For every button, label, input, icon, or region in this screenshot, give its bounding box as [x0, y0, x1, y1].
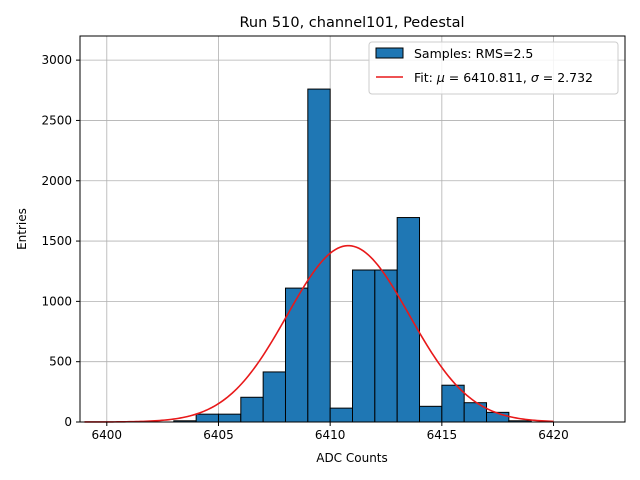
x-axis-label: ADC Counts: [316, 451, 388, 465]
axes-frame: [79, 35, 626, 423]
histogram-bar: [463, 402, 488, 423]
histogram-bar: [374, 269, 398, 423]
y-axis-label: Entries: [15, 208, 29, 250]
histogram-bar: [195, 413, 219, 423]
y-tick-label: 1000: [41, 294, 72, 308]
x-axis-ticks: 6400 6405 6410 6415 6420: [92, 422, 569, 442]
legend-histogram-swatch: [375, 47, 404, 59]
x-tick-label: 6420: [538, 428, 569, 442]
y-tick-label: 2500: [41, 113, 72, 127]
x-tick-label: 6410: [315, 428, 346, 442]
y-tick-label: 500: [49, 355, 72, 369]
x-tick-label: 6405: [203, 428, 234, 442]
y-tick-label: 0: [64, 415, 72, 429]
histogram-bar: [352, 269, 376, 423]
x-tick-label: 6415: [427, 428, 458, 442]
histogram-bar: [240, 396, 264, 423]
y-axis-ticks: 0 500 1000 1500 2000 2500 3000: [41, 53, 80, 429]
x-tick-label: 6400: [92, 428, 123, 442]
y-tick-label: 1500: [41, 234, 72, 248]
legend-histogram-label: Samples: RMS=2.5: [414, 46, 533, 61]
legend-box: [368, 41, 619, 95]
legend: Samples: RMS=2.5 Fit: μ = 6410.811, σ = …: [368, 41, 619, 95]
histogram-bar: [396, 217, 421, 423]
histogram-bar: [217, 413, 242, 423]
fit-curve: [84, 244, 554, 423]
legend-fit-label: Fit: μ = 6410.811, σ = 2.732: [414, 70, 593, 85]
y-tick-label: 2000: [41, 174, 72, 188]
histogram-bars: [173, 88, 532, 423]
y-tick-label: 3000: [41, 53, 72, 67]
histogram-bar: [419, 405, 443, 423]
histogram-bar: [284, 287, 309, 423]
chart-title: Run 510, channel101, Pedestal: [239, 15, 464, 31]
histogram-bar: [262, 371, 286, 423]
histogram-bar: [329, 407, 354, 423]
